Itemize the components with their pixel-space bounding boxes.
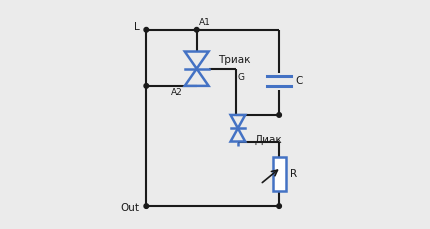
Text: Out: Out — [120, 203, 139, 213]
Text: L: L — [134, 22, 139, 33]
Circle shape — [277, 113, 281, 117]
Text: Триак: Триак — [218, 55, 250, 65]
Text: G: G — [238, 73, 245, 82]
Circle shape — [194, 27, 199, 32]
Text: A2: A2 — [171, 88, 182, 97]
Circle shape — [144, 204, 149, 208]
Circle shape — [144, 27, 149, 32]
Circle shape — [144, 84, 149, 88]
Text: Диак: Диак — [255, 135, 282, 145]
Text: R: R — [290, 169, 297, 179]
Text: A1: A1 — [199, 19, 211, 27]
Circle shape — [277, 204, 281, 208]
Bar — [273, 157, 286, 191]
Text: C: C — [295, 76, 303, 86]
